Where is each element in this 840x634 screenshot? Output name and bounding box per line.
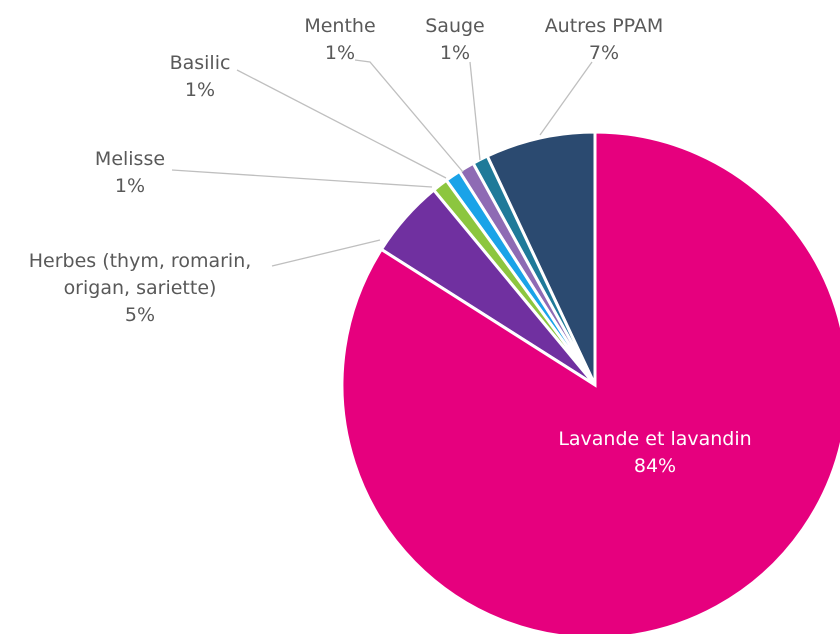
slice-label: Herbes (thym, romarin, origan, sariette)…	[15, 248, 265, 329]
value-label: 7%	[588, 42, 620, 64]
leader-line	[354, 59, 464, 173]
value-label: 84%	[633, 455, 677, 477]
slice-label: Menthe 1%	[240, 13, 440, 67]
leader-line	[539, 61, 593, 136]
leader-line	[236, 69, 447, 179]
slice-label: Autres PPAM 7%	[504, 13, 704, 67]
category-name: Lavande et lavandin	[558, 428, 752, 450]
category-name: Basilic	[169, 52, 231, 74]
pie-slice	[485, 130, 597, 386]
value-label: 1%	[184, 79, 216, 101]
leader-lines	[171, 59, 593, 267]
pie-slice	[340, 130, 840, 634]
leader-line	[271, 239, 381, 267]
leader-line	[469, 61, 481, 161]
category-name: Menthe	[304, 15, 376, 37]
slice-label: Melisse 1%	[30, 146, 230, 200]
leader-line	[171, 169, 433, 188]
slice-label: Basilic 1%	[100, 50, 300, 104]
slice-label: Sauge 1%	[355, 13, 555, 67]
value-label: 1%	[439, 42, 471, 64]
value-label: 1%	[114, 175, 146, 197]
slice-label: Lavande et lavandin 84%	[525, 426, 785, 480]
category-name: Autres PPAM	[544, 15, 664, 37]
category-name: Herbes (thym, romarin, origan, sariette)	[28, 250, 252, 299]
value-label: 1%	[324, 42, 356, 64]
category-name: Melisse	[94, 148, 166, 170]
category-name: Sauge	[425, 15, 485, 37]
value-label: 5%	[124, 304, 156, 326]
